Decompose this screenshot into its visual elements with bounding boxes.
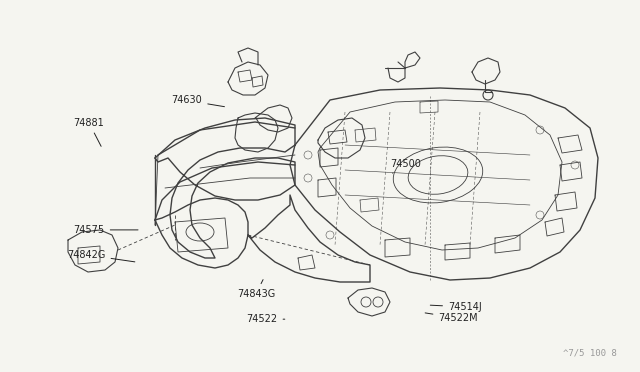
Text: 74881: 74881	[74, 118, 104, 146]
Text: ^7/5 100 8: ^7/5 100 8	[563, 349, 617, 358]
Text: 74630: 74630	[172, 96, 225, 107]
Text: 74522: 74522	[246, 314, 285, 324]
Text: 74514J: 74514J	[430, 302, 482, 312]
Text: 74522M: 74522M	[425, 313, 478, 323]
Text: 74500: 74500	[390, 159, 421, 173]
Text: 74842G: 74842G	[67, 250, 135, 262]
Text: 74843G: 74843G	[237, 280, 275, 299]
Text: 74575: 74575	[74, 225, 138, 235]
